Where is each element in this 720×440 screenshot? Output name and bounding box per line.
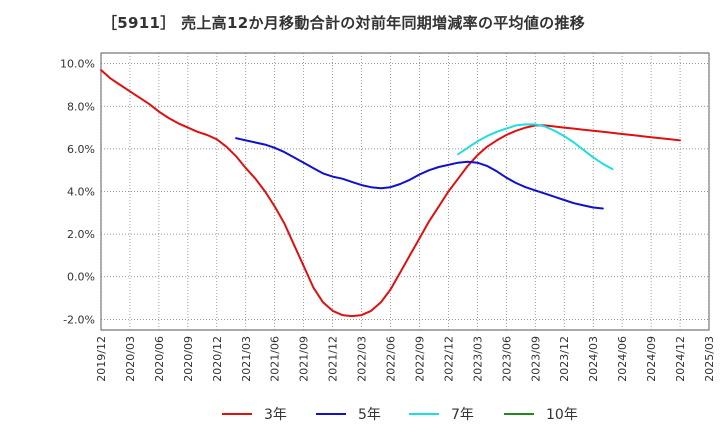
legend-label: 10年: [546, 407, 578, 423]
series-line: [100, 69, 681, 318]
x-tick-label: 2022/09: [413, 336, 426, 382]
x-tick-label: 2024/06: [616, 336, 629, 382]
x-tick-label: 2021/12: [327, 336, 340, 382]
x-tick-label: 2019/12: [95, 336, 108, 382]
x-tick-label: 2020/09: [182, 336, 195, 382]
y-tick-label: 10.0%: [60, 58, 95, 71]
legend-label: 5年: [358, 407, 381, 423]
x-tick-label: 2023/09: [529, 336, 542, 382]
x-tick-label: 2022/06: [385, 336, 398, 382]
y-tick-label: 6.0%: [67, 143, 95, 156]
series-line: [457, 123, 614, 171]
chart-title: ［5911］ 売上高12か月移動合計の対前年同期増減率の平均値の推移: [102, 14, 586, 32]
x-tick-label: 2023/06: [500, 336, 513, 382]
x-tick-label: 2023/03: [471, 336, 484, 382]
x-tick-label: 2020/06: [153, 336, 166, 382]
series-line: [235, 137, 604, 210]
y-tick-label: 8.0%: [67, 100, 95, 113]
y-tick-label: 2.0%: [67, 228, 95, 241]
x-tick-label: 2021/06: [269, 336, 282, 382]
x-tick-label: 2021/09: [298, 336, 311, 382]
x-tick-label: 2024/09: [645, 336, 658, 382]
x-tick-label: 2025/03: [703, 336, 716, 382]
x-tick-label: 2022/03: [356, 336, 369, 382]
x-tick-label: 2020/03: [124, 336, 137, 382]
x-tick-label: 2022/12: [442, 336, 455, 382]
y-tick-label: 0.0%: [67, 271, 95, 284]
x-tick-label: 2023/12: [558, 336, 571, 382]
x-tick-label: 2024/12: [674, 336, 687, 382]
legend-label: 3年: [264, 407, 287, 423]
x-tick-label: 2021/03: [240, 336, 253, 382]
x-tick-label: 2024/03: [587, 336, 600, 382]
legend-label: 7年: [451, 407, 474, 423]
y-tick-label: -2.0%: [63, 313, 95, 326]
y-tick-label: 4.0%: [67, 186, 95, 199]
x-tick-label: 2020/12: [211, 336, 224, 382]
